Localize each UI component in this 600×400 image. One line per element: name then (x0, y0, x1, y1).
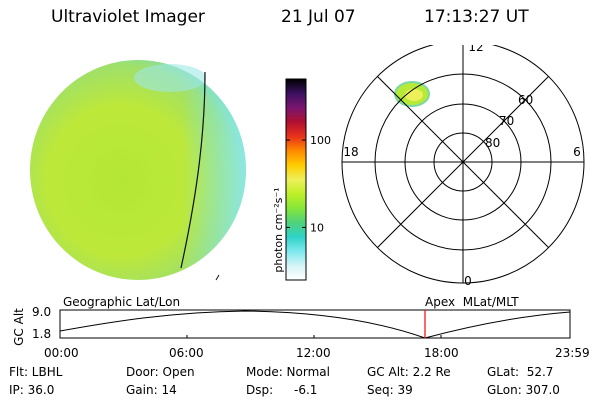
info-gain: Gain: 14 (126, 383, 177, 397)
colorbar-bar (285, 78, 307, 281)
info-mode: Mode: Normal (246, 365, 330, 379)
info-ip: IP: 36.0 (9, 383, 55, 397)
limb-tick (215, 274, 220, 281)
polar-axis-diag2 (377, 76, 549, 248)
lat-label-70: 70 (499, 114, 514, 128)
earth-limb-cap (134, 64, 206, 92)
timeline-left-title: Geographic Lat/Lon (63, 295, 181, 309)
time-label-0000: 00:00 (44, 346, 79, 360)
date-label: 21 Jul 07 (281, 7, 356, 27)
polar-plot: 12 18 6 0 80 70 60 (341, 45, 585, 288)
lat-label-80: 80 (485, 136, 500, 150)
info-glon: GLon: 307.0 (487, 383, 560, 397)
timeline-y-label: GC Alt (12, 308, 26, 346)
aurora-blob-core (405, 89, 423, 101)
timeline-frame (59, 309, 571, 339)
time-label-1800: 18:00 (424, 346, 459, 360)
colorbar: 100 10 photon cm⁻²s⁻¹ (272, 78, 331, 281)
time-label-1200: 12:00 (296, 346, 331, 360)
terminator-line (180, 71, 206, 269)
info-glat: GLat: 52.7 (487, 365, 554, 379)
info-door: Door: Open (126, 365, 195, 379)
lat-label-60: 60 (518, 93, 533, 107)
instrument-title: Ultraviolet Imager (51, 7, 205, 27)
timeline-plot: GC Alt 9.0 1.8 (12, 305, 571, 346)
colorbar-unit-label: photon cm⁻²s⁻¹ (272, 187, 285, 272)
gc-alt-curve (59, 310, 571, 339)
colorbar-ticks: 100 10 (286, 134, 331, 234)
colorbar-tick-label: 100 (310, 134, 331, 147)
time-label-2359: 23:59 (555, 346, 590, 360)
info-filter: Flt: LBHL (9, 365, 63, 379)
timeline-right-title: Apex MLat/MLT (425, 295, 519, 309)
timeline-tick-1-8: 1.8 (32, 327, 51, 341)
time-label: 17:13:27 UT (424, 7, 529, 27)
info-seq: Seq: 39 (367, 383, 413, 397)
info-dsp-label: Dsp: (246, 383, 274, 397)
mlt-label-6: 6 (573, 145, 581, 159)
mlt-label-12: 12 (468, 45, 483, 54)
colorbar-tick-label: 10 (310, 221, 324, 234)
earth-limb-glow (30, 60, 246, 280)
mlt-label-18: 18 (343, 145, 358, 159)
info-dsp-value: -6.1 (294, 383, 318, 397)
time-label-0600: 06:00 (169, 346, 204, 360)
timeline-tick-9: 9.0 (32, 305, 51, 319)
mlt-label-0: 0 (464, 274, 472, 288)
info-gc-alt: GC Alt: 2.2 Re (367, 365, 451, 379)
